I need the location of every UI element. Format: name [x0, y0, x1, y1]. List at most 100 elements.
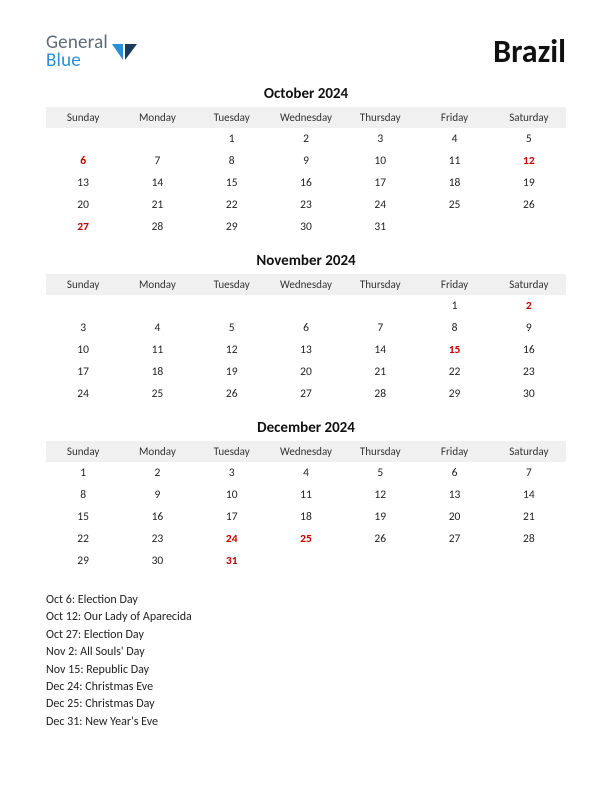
calendar-cell: 9	[120, 484, 194, 506]
calendar-cell: 21	[120, 194, 194, 216]
calendar-cell: 8	[195, 150, 269, 172]
calendar-row: 20212223242526	[46, 194, 566, 216]
page-header: General Blue Brazil	[46, 32, 566, 71]
calendar-cell: 17	[343, 172, 417, 194]
calendar-cell: 14	[343, 339, 417, 361]
calendar-cell: 19	[195, 361, 269, 383]
calendar-cell: 24	[46, 383, 120, 405]
calendar-cell: 27	[46, 216, 120, 238]
day-header: Thursday	[343, 441, 417, 462]
calendar-cell: 4	[417, 128, 491, 150]
calendar-cell: 12	[492, 150, 566, 172]
calendar-cell: 4	[120, 317, 194, 339]
logo-mark-icon	[112, 40, 138, 64]
calendar-cell: 29	[46, 550, 120, 572]
holidays-list: Oct 6: Election DayOct 12: Our Lady of A…	[46, 592, 566, 731]
calendar-cell: 13	[417, 484, 491, 506]
calendar-row: 10111213141516	[46, 339, 566, 361]
holiday-line: Oct 6: Election Day	[46, 592, 566, 609]
calendar-cell: 22	[46, 528, 120, 550]
calendar-cell	[46, 295, 120, 317]
calendar-cell: 30	[120, 550, 194, 572]
day-header: Monday	[120, 107, 194, 128]
calendar-cell: 26	[492, 194, 566, 216]
calendar-cell: 1	[46, 462, 120, 484]
calendar-cell: 30	[269, 216, 343, 238]
calendar-cell	[195, 295, 269, 317]
calendar-cell: 29	[417, 383, 491, 405]
calendar-cell: 28	[343, 383, 417, 405]
day-header: Monday	[120, 441, 194, 462]
calendar-cell: 16	[120, 506, 194, 528]
day-header: Wednesday	[269, 107, 343, 128]
calendar-cell	[492, 550, 566, 572]
calendar-cell: 6	[269, 317, 343, 339]
calendar-cell: 14	[120, 172, 194, 194]
calendar-cell	[269, 295, 343, 317]
calendar-row: 1234567	[46, 462, 566, 484]
calendar-row: 15161718192021	[46, 506, 566, 528]
calendar-cell: 25	[269, 528, 343, 550]
calendar-row: 3456789	[46, 317, 566, 339]
country-title: Brazil	[493, 32, 566, 71]
calendar-cell: 30	[492, 383, 566, 405]
calendar-cell: 15	[46, 506, 120, 528]
calendar-cell: 28	[120, 216, 194, 238]
day-header: Sunday	[46, 274, 120, 295]
day-header: Saturday	[492, 274, 566, 295]
calendar-cell: 16	[492, 339, 566, 361]
calendar-cell: 22	[195, 194, 269, 216]
logo-word-blue: Blue	[46, 52, 108, 69]
day-header: Saturday	[492, 107, 566, 128]
calendar-row: 6789101112	[46, 150, 566, 172]
calendar-cell	[492, 216, 566, 238]
calendar-row: 293031	[46, 550, 566, 572]
day-header: Sunday	[46, 107, 120, 128]
calendar-cell: 5	[343, 462, 417, 484]
calendar-cell: 22	[417, 361, 491, 383]
holiday-line: Oct 12: Our Lady of Aparecida	[46, 609, 566, 626]
calendar-cell: 23	[269, 194, 343, 216]
calendar-cell: 18	[120, 361, 194, 383]
month-block: October 2024SundayMondayTuesdayWednesday…	[46, 85, 566, 238]
calendar-cell: 11	[269, 484, 343, 506]
calendar-cell: 11	[120, 339, 194, 361]
holiday-line: Oct 27: Election Day	[46, 627, 566, 644]
holiday-line: Nov 2: All Souls' Day	[46, 644, 566, 661]
logo: General Blue	[46, 34, 138, 68]
day-header: Friday	[417, 274, 491, 295]
calendar-cell: 10	[46, 339, 120, 361]
calendar-cell: 27	[269, 383, 343, 405]
calendar-cell: 1	[195, 128, 269, 150]
calendar-cell: 13	[269, 339, 343, 361]
month-block: November 2024SundayMondayTuesdayWednesda…	[46, 252, 566, 405]
calendar-cell: 20	[269, 361, 343, 383]
calendar-cell: 11	[417, 150, 491, 172]
calendar-row: 12345	[46, 128, 566, 150]
calendar-cell: 15	[417, 339, 491, 361]
calendar-cell: 7	[492, 462, 566, 484]
calendar-cell: 17	[195, 506, 269, 528]
day-header: Tuesday	[195, 274, 269, 295]
day-header: Thursday	[343, 107, 417, 128]
calendar-cell: 15	[195, 172, 269, 194]
month-block: December 2024SundayMondayTuesdayWednesda…	[46, 419, 566, 572]
calendar-cell: 10	[195, 484, 269, 506]
calendar-cell: 26	[195, 383, 269, 405]
calendar-cell	[417, 216, 491, 238]
calendar-cell: 31	[195, 550, 269, 572]
calendar-cell: 25	[120, 383, 194, 405]
calendar-cell: 25	[417, 194, 491, 216]
calendar-row: 891011121314	[46, 484, 566, 506]
day-header: Wednesday	[269, 274, 343, 295]
month-title: October 2024	[46, 85, 566, 103]
holiday-line: Nov 15: Republic Day	[46, 662, 566, 679]
calendar-cell: 17	[46, 361, 120, 383]
day-header: Thursday	[343, 274, 417, 295]
calendar-cell: 27	[417, 528, 491, 550]
calendar-cell: 26	[343, 528, 417, 550]
calendar-cell: 14	[492, 484, 566, 506]
calendar-row: 24252627282930	[46, 383, 566, 405]
holiday-line: Dec 31: New Year's Eve	[46, 714, 566, 731]
calendar-cell: 4	[269, 462, 343, 484]
